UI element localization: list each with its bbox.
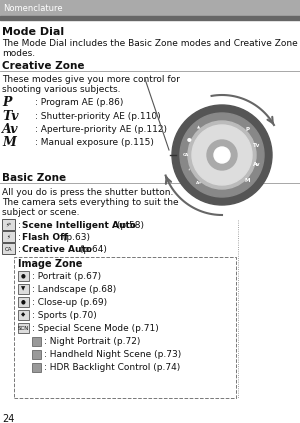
- Circle shape: [207, 140, 237, 170]
- FancyBboxPatch shape: [18, 324, 29, 332]
- FancyBboxPatch shape: [18, 272, 29, 280]
- Circle shape: [192, 125, 252, 185]
- Text: Mode Dial: Mode Dial: [2, 27, 64, 37]
- Text: : Handheld Night Scene (p.73): : Handheld Night Scene (p.73): [44, 349, 181, 359]
- Text: All you do is press the shutter button.: All you do is press the shutter button.: [2, 187, 173, 197]
- FancyBboxPatch shape: [18, 310, 29, 320]
- Text: : Portrait (p.67): : Portrait (p.67): [32, 272, 101, 280]
- Text: : Special Scene Mode (p.71): : Special Scene Mode (p.71): [32, 324, 159, 332]
- FancyBboxPatch shape: [32, 350, 41, 359]
- FancyBboxPatch shape: [32, 338, 41, 346]
- Circle shape: [188, 121, 256, 189]
- Circle shape: [180, 113, 264, 197]
- Text: SCN: SCN: [18, 326, 29, 330]
- Bar: [0, 0, 300, 16]
- Text: modes.: modes.: [2, 49, 35, 58]
- Text: : Shutter-priority AE (p.110): : Shutter-priority AE (p.110): [35, 112, 160, 121]
- Text: M: M: [245, 178, 250, 183]
- Text: Creative Auto: Creative Auto: [22, 244, 92, 253]
- Text: CA: CA: [5, 247, 12, 252]
- Text: Basic Zone: Basic Zone: [2, 173, 66, 183]
- Text: :: :: [18, 220, 24, 230]
- Text: 24: 24: [2, 414, 14, 423]
- Circle shape: [214, 147, 230, 163]
- Text: Scene Intelligent Auto: Scene Intelligent Auto: [22, 220, 136, 230]
- Text: ●: ●: [21, 274, 26, 278]
- FancyBboxPatch shape: [32, 363, 41, 371]
- Text: ⚡: ⚡: [7, 234, 10, 239]
- Circle shape: [172, 105, 272, 205]
- Text: P: P: [2, 96, 11, 109]
- Text: Av: Av: [253, 162, 261, 167]
- Text: ◆: ◆: [21, 313, 26, 318]
- Text: ⚡ⁿ: ⚡ⁿ: [5, 222, 12, 228]
- Text: ⚡: ⚡: [188, 168, 191, 172]
- Text: Image Zone: Image Zone: [18, 259, 83, 269]
- Text: Nomenclature: Nomenclature: [3, 3, 63, 13]
- Text: : Manual exposure (p.115): : Manual exposure (p.115): [35, 137, 154, 146]
- Text: ▼: ▼: [21, 286, 26, 291]
- Text: :: :: [18, 244, 24, 253]
- Text: The Mode Dial includes the Basic Zone modes and Creative Zone: The Mode Dial includes the Basic Zone mo…: [2, 38, 298, 47]
- Text: Creative Zone: Creative Zone: [2, 61, 85, 71]
- Text: A+: A+: [196, 181, 202, 184]
- FancyBboxPatch shape: [2, 231, 15, 242]
- Text: : Aperture-priority AE (p.112): : Aperture-priority AE (p.112): [35, 124, 167, 134]
- Text: : Night Portrait (p.72): : Night Portrait (p.72): [44, 337, 140, 346]
- Text: CA: CA: [183, 153, 189, 157]
- Text: ⬤: ⬤: [187, 138, 192, 142]
- Text: : Program AE (p.86): : Program AE (p.86): [35, 97, 123, 107]
- Bar: [0, 16, 300, 20]
- Text: subject or scene.: subject or scene.: [2, 208, 80, 217]
- Text: These modes give you more control for: These modes give you more control for: [2, 74, 180, 83]
- FancyBboxPatch shape: [18, 284, 29, 294]
- Text: ●: ●: [21, 299, 26, 305]
- Text: Flash Off: Flash Off: [22, 233, 68, 242]
- Text: :: :: [18, 233, 24, 242]
- Text: (p.64): (p.64): [76, 244, 106, 253]
- Text: : HDR Backlight Control (p.74): : HDR Backlight Control (p.74): [44, 363, 180, 371]
- Text: Av: Av: [2, 123, 19, 135]
- FancyBboxPatch shape: [2, 243, 15, 254]
- Text: The camera sets everything to suit the: The camera sets everything to suit the: [2, 198, 178, 206]
- FancyBboxPatch shape: [2, 219, 15, 230]
- Text: M: M: [2, 135, 16, 148]
- Text: shooting various subjects.: shooting various subjects.: [2, 85, 121, 93]
- Text: P: P: [245, 127, 250, 132]
- Text: : Landscape (p.68): : Landscape (p.68): [32, 285, 116, 294]
- Text: Tv: Tv: [253, 143, 260, 148]
- Text: ▲: ▲: [197, 126, 200, 129]
- FancyBboxPatch shape: [18, 297, 29, 307]
- Text: (p.58): (p.58): [114, 220, 144, 230]
- Text: Tv: Tv: [2, 110, 19, 123]
- Text: : Sports (p.70): : Sports (p.70): [32, 310, 97, 319]
- Text: : Close-up (p.69): : Close-up (p.69): [32, 297, 107, 307]
- Text: (p.63): (p.63): [60, 233, 90, 242]
